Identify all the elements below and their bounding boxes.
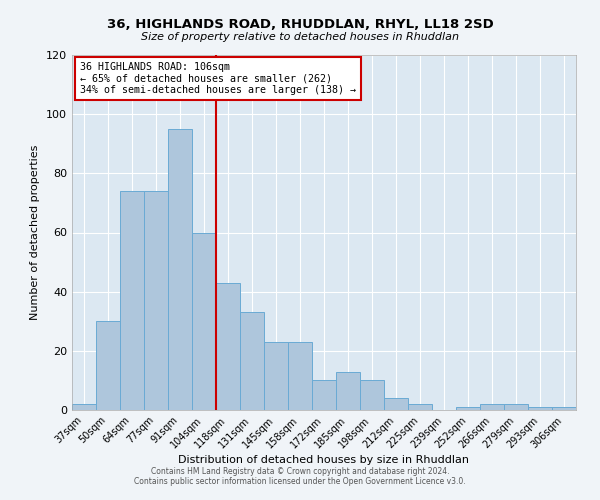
Bar [384, 398, 408, 410]
Bar [312, 380, 336, 410]
Bar [528, 407, 552, 410]
Bar [120, 191, 144, 410]
Text: 36, HIGHLANDS ROAD, RHUDDLAN, RHYL, LL18 2SD: 36, HIGHLANDS ROAD, RHUDDLAN, RHYL, LL18… [107, 18, 493, 30]
Bar [168, 129, 192, 410]
Text: Contains public sector information licensed under the Open Government Licence v3: Contains public sector information licen… [134, 477, 466, 486]
Bar [216, 283, 240, 410]
Bar [336, 372, 360, 410]
Y-axis label: Number of detached properties: Number of detached properties [31, 145, 40, 320]
Bar [192, 232, 216, 410]
Bar [72, 404, 96, 410]
X-axis label: Distribution of detached houses by size in Rhuddlan: Distribution of detached houses by size … [179, 456, 470, 466]
Bar [144, 191, 168, 410]
Text: Size of property relative to detached houses in Rhuddlan: Size of property relative to detached ho… [141, 32, 459, 42]
Bar [480, 404, 504, 410]
Bar [96, 322, 120, 410]
Text: 36 HIGHLANDS ROAD: 106sqm
← 65% of detached houses are smaller (262)
34% of semi: 36 HIGHLANDS ROAD: 106sqm ← 65% of detac… [80, 62, 356, 96]
Bar [288, 342, 312, 410]
Bar [360, 380, 384, 410]
Bar [552, 407, 576, 410]
Bar [408, 404, 432, 410]
Text: Contains HM Land Registry data © Crown copyright and database right 2024.: Contains HM Land Registry data © Crown c… [151, 467, 449, 476]
Bar [240, 312, 264, 410]
Bar [264, 342, 288, 410]
Bar [456, 407, 480, 410]
Bar [504, 404, 528, 410]
